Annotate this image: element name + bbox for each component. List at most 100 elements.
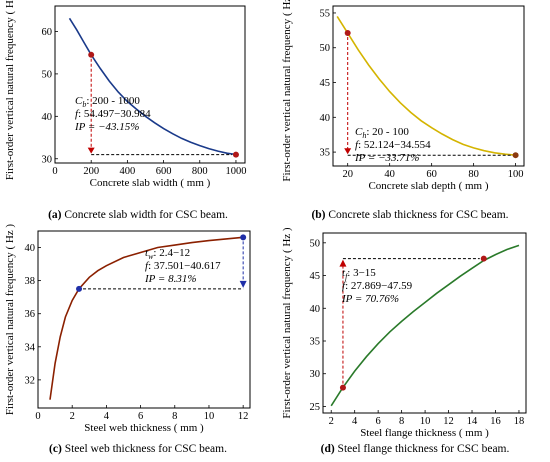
panel-b: 20 40 60 80 100 35 40 45 50 55 Concrete slab depth… — [281, 0, 525, 221]
data-marker — [480, 255, 487, 262]
frequency-symbol: f — [355, 139, 360, 151]
x-tick-label: 8 — [399, 416, 404, 427]
caption-text: Steel flange thickness for CSC beam. — [338, 443, 510, 455]
y-tick-label: 35 — [320, 148, 331, 159]
data-marker — [88, 51, 95, 58]
caption-text: Concrete slab thickness for CSC beam. — [328, 209, 508, 221]
arrow-head — [339, 259, 347, 267]
x-tick-label: 1000 — [225, 166, 246, 177]
arrow-head — [87, 147, 95, 154]
panel-a: 0 200 400 600 800 1000 30 40 50 60 Concrete slab w… — [4, 0, 246, 221]
data-marker — [240, 234, 247, 241]
frequency-range: : 54.497−30.984 — [78, 108, 151, 120]
annotation-param: tf: 3−15 — [342, 267, 376, 281]
plot-frame — [54, 5, 246, 164]
y-axis-label: First-order vertical natural frequency (… — [4, 0, 16, 180]
y-tick-label: 50 — [310, 238, 321, 249]
frequency-range: : 37.501−40.617 — [148, 260, 221, 272]
x-tick-label: 800 — [192, 166, 208, 177]
x-axis-label: Concrete slab width ( mm ) — [90, 177, 211, 189]
data-marker — [339, 384, 346, 391]
param-range: : 3−15 — [347, 267, 376, 279]
panel-d: 2 4 6 8 10 12 14 16 18 25 30 35 40 45 50 Steel flange t… — [281, 227, 527, 455]
x-tick-label: 12 — [238, 411, 249, 422]
x-tick-label: 200 — [83, 166, 99, 177]
panel-caption: (a) Concrete slab width for CSC beam. — [48, 209, 228, 221]
arrow-head — [239, 280, 247, 288]
param-symbol: t — [145, 247, 149, 259]
y-tick-label: 40 — [25, 243, 36, 254]
y-tick-label: 60 — [42, 27, 53, 38]
annotation-frequency: f: 27.869−47.59 — [342, 280, 413, 292]
param-range: : 20 - 100 — [366, 126, 409, 138]
data-marker — [232, 151, 239, 158]
annotation-frequency: f: 52.124−34.554 — [355, 139, 431, 151]
series-line — [330, 244, 520, 407]
series-line — [336, 15, 516, 156]
param-subscript: f — [345, 272, 349, 281]
annotation-param: Cb: 200 - 1000 — [75, 95, 140, 109]
frequency-symbol: f — [145, 260, 150, 272]
y-tick-label: 40 — [310, 304, 321, 315]
param-symbol: C — [75, 95, 83, 107]
caption-label: (a) — [48, 209, 62, 221]
y-tick-label: 38 — [25, 276, 36, 287]
y-tick-label: 35 — [310, 337, 321, 348]
x-tick-label: 2 — [329, 416, 334, 427]
data-marker — [76, 285, 83, 292]
y-tick-label: 30 — [310, 369, 321, 380]
y-tick-label: 50 — [320, 43, 331, 54]
x-tick-label: 18 — [514, 416, 525, 427]
annotation-frequency: f: 54.497−30.984 — [75, 108, 151, 120]
param-symbol: t — [342, 267, 346, 279]
y-axis-label: First-order vertical natural frequency (… — [4, 224, 16, 416]
x-tick-label: 4 — [104, 411, 110, 422]
x-tick-label: 60 — [426, 169, 437, 180]
param-subscript: b — [82, 100, 86, 109]
y-axis-label: First-order vertical natural frequency (… — [281, 227, 293, 419]
annotation-ip: IP = 8.31% — [144, 273, 197, 285]
frequency-symbol: f — [342, 280, 347, 292]
x-tick-label: 600 — [156, 166, 172, 177]
param-symbol: C — [355, 126, 363, 138]
annotation-ip: IP = 70.76% — [341, 293, 399, 305]
caption-label: (b) — [311, 209, 325, 221]
y-tick-label: 40 — [42, 112, 53, 123]
plot-frame — [322, 232, 527, 414]
x-tick-label: 6 — [376, 416, 381, 427]
annotation-param: Ch: 20 - 100 — [355, 126, 409, 140]
series-line — [49, 236, 244, 400]
caption-text: Concrete slab width for CSC beam. — [64, 209, 228, 221]
panel-caption: (b) Concrete slab thickness for CSC beam… — [311, 209, 508, 221]
annotation-ip: IP = −33.71% — [354, 152, 419, 164]
param-subscript: w — [148, 252, 154, 261]
plot-frame — [37, 230, 251, 409]
x-tick-label: 0 — [35, 411, 40, 422]
data-marker — [344, 29, 351, 36]
annotation-ip: IP = −43.15% — [74, 121, 139, 133]
plot-frame — [332, 5, 525, 167]
x-tick-label: 100 — [508, 169, 524, 180]
caption-label: (c) — [49, 443, 62, 455]
x-tick-label: 6 — [138, 411, 143, 422]
x-tick-label: 4 — [352, 416, 358, 427]
y-tick-label: 34 — [25, 342, 36, 353]
caption-label: (d) — [321, 443, 335, 455]
x-tick-label: 80 — [468, 169, 479, 180]
y-tick-label: 45 — [310, 271, 321, 282]
y-axis-label: First-order vertical natural frequency (… — [281, 0, 293, 182]
param-range: : 200 - 1000 — [86, 95, 140, 107]
panel-c: 0 2 4 6 8 10 12 32 34 36 38 40 Steel web thickness (… — [4, 224, 251, 455]
x-axis-label: Steel flange thickness ( mm ) — [360, 427, 489, 439]
param-range: : 2.4−12 — [153, 247, 190, 259]
x-tick-label: 0 — [52, 166, 57, 177]
x-tick-label: 12 — [443, 416, 454, 427]
x-tick-label: 10 — [420, 416, 431, 427]
param-subscript: h — [362, 131, 366, 140]
y-tick-label: 30 — [42, 154, 53, 165]
x-axis-label: Steel web thickness ( mm ) — [84, 422, 204, 434]
annotation-frequency: f: 37.501−40.617 — [145, 260, 221, 272]
x-tick-label: 2 — [70, 411, 75, 422]
frequency-range: : 52.124−34.554 — [358, 139, 431, 151]
